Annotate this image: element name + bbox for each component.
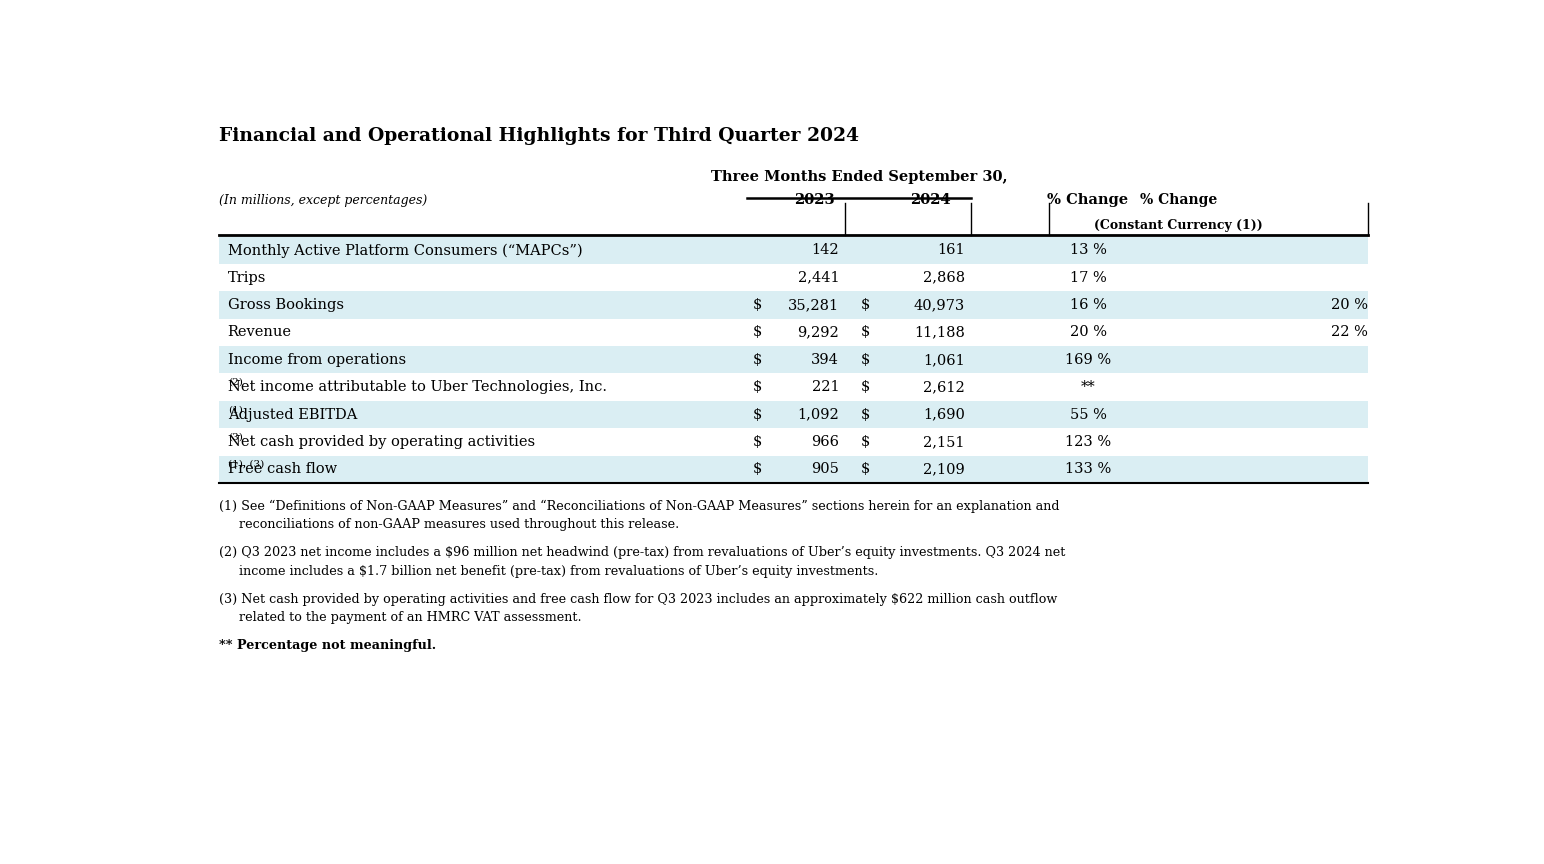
Text: 40,973: 40,973 [914, 298, 965, 312]
Text: income includes a $1.7 billion net benefit (pre-tax) from revaluations of Uber’s: income includes a $1.7 billion net benef… [219, 565, 879, 578]
Text: $: $ [753, 408, 763, 422]
Text: Net cash provided by operating activities (3): Net cash provided by operating activitie… [227, 435, 560, 449]
Bar [219, 455, 1368, 483]
Text: 966: 966 [811, 435, 840, 449]
Text: Adjusted EBITDA: Adjusted EBITDA [227, 408, 357, 422]
Text: 35,281: 35,281 [787, 298, 840, 312]
Text: (1): (1) [227, 405, 242, 414]
Text: % Change: % Change [1139, 193, 1217, 206]
Text: (In millions, except percentages): (In millions, except percentages) [219, 194, 428, 206]
Text: Income from operations: Income from operations [227, 353, 406, 367]
Text: (1) See “Definitions of Non-GAAP Measures” and “Reconciliations of Non-GAAP Meas: (1) See “Definitions of Non-GAAP Measure… [219, 499, 1059, 512]
Text: 11,188: 11,188 [914, 326, 965, 340]
Text: $: $ [860, 326, 871, 340]
Text: 16 %: 16 % [1070, 298, 1107, 312]
Text: 1,690: 1,690 [923, 408, 965, 422]
Text: (2) Q3 2023 net income includes a $96 million net headwind (pre-tax) from revalu: (2) Q3 2023 net income includes a $96 mi… [219, 546, 1065, 559]
Text: (3) Net cash provided by operating activities and free cash flow for Q3 2023 inc: (3) Net cash provided by operating activ… [219, 593, 1058, 606]
Text: 905: 905 [811, 462, 840, 476]
Text: $: $ [753, 462, 763, 476]
Text: Free cash flow: Free cash flow [227, 462, 337, 476]
Text: **: ** [1081, 380, 1095, 394]
Text: 133 %: 133 % [1065, 462, 1112, 476]
Text: 169 %: 169 % [1065, 353, 1112, 367]
Text: 1,092: 1,092 [797, 408, 840, 422]
Text: 221: 221 [812, 380, 840, 394]
Text: related to the payment of an HMRC VAT assessment.: related to the payment of an HMRC VAT as… [219, 612, 582, 625]
Text: 22 %: 22 % [1331, 326, 1368, 340]
Text: ** Percentage not meaningful.: ** Percentage not meaningful. [219, 639, 437, 652]
Text: Net cash provided by operating activities: Net cash provided by operating activitie… [227, 435, 534, 449]
Text: 2023: 2023 [794, 193, 834, 206]
Text: Adjusted EBITDA (1): Adjusted EBITDA (1) [227, 407, 383, 422]
Text: $: $ [753, 326, 763, 340]
Text: 13 %: 13 % [1070, 244, 1107, 257]
Text: 2,151: 2,151 [923, 435, 965, 449]
Text: 20 %: 20 % [1331, 298, 1368, 312]
Text: Three Months Ended September 30,: Three Months Ended September 30, [710, 170, 1007, 184]
Text: Net income attributable to Uber Technologies, Inc. (2): Net income attributable to Uber Technolo… [227, 380, 631, 394]
Text: Gross Bookings: Gross Bookings [227, 298, 344, 312]
Text: 9,292: 9,292 [797, 326, 840, 340]
Text: reconciliations of non-GAAP measures used throughout this release.: reconciliations of non-GAAP measures use… [219, 518, 679, 531]
Text: Financial and Operational Highlights for Third Quarter 2024: Financial and Operational Highlights for… [219, 127, 860, 145]
Text: 2,612: 2,612 [923, 380, 965, 394]
Text: Revenue: Revenue [227, 326, 292, 340]
Text: 142: 142 [812, 244, 840, 257]
Text: $: $ [753, 298, 763, 312]
Text: (Constant Currency (1)): (Constant Currency (1)) [1095, 219, 1263, 232]
Text: 2,441: 2,441 [798, 270, 840, 285]
Text: $: $ [860, 353, 871, 367]
Text: $: $ [753, 435, 763, 449]
Text: 161: 161 [937, 244, 965, 257]
Text: 20 %: 20 % [1070, 326, 1107, 340]
Text: 55 %: 55 % [1070, 408, 1107, 422]
Text: 1,061: 1,061 [923, 353, 965, 367]
Text: $: $ [860, 462, 871, 476]
Bar [219, 401, 1368, 429]
Text: Net income attributable to Uber Technologies, Inc.: Net income attributable to Uber Technolo… [227, 380, 607, 394]
Text: $: $ [860, 380, 871, 394]
Text: 123 %: 123 % [1065, 435, 1112, 449]
Bar [219, 237, 1368, 264]
Text: 2,868: 2,868 [923, 270, 965, 285]
Text: 2024: 2024 [911, 193, 951, 206]
Bar [219, 291, 1368, 319]
Text: Trips: Trips [227, 270, 266, 285]
Text: (1), (3): (1), (3) [227, 460, 264, 469]
Text: $: $ [860, 298, 871, 312]
Text: $: $ [753, 353, 763, 367]
Text: 17 %: 17 % [1070, 270, 1107, 285]
Text: Monthly Active Platform Consumers (“MAPCs”): Monthly Active Platform Consumers (“MAPC… [227, 243, 582, 257]
Text: % Change: % Change [1047, 193, 1129, 206]
Text: (3): (3) [227, 433, 242, 442]
Text: Free cash flow (1), (3): Free cash flow (1), (3) [227, 462, 392, 476]
Text: $: $ [860, 408, 871, 422]
Text: 2,109: 2,109 [923, 462, 965, 476]
Text: $: $ [753, 380, 763, 394]
Text: $: $ [860, 435, 871, 449]
Text: 394: 394 [811, 353, 840, 367]
Text: (2): (2) [227, 378, 242, 387]
Bar [219, 346, 1368, 373]
